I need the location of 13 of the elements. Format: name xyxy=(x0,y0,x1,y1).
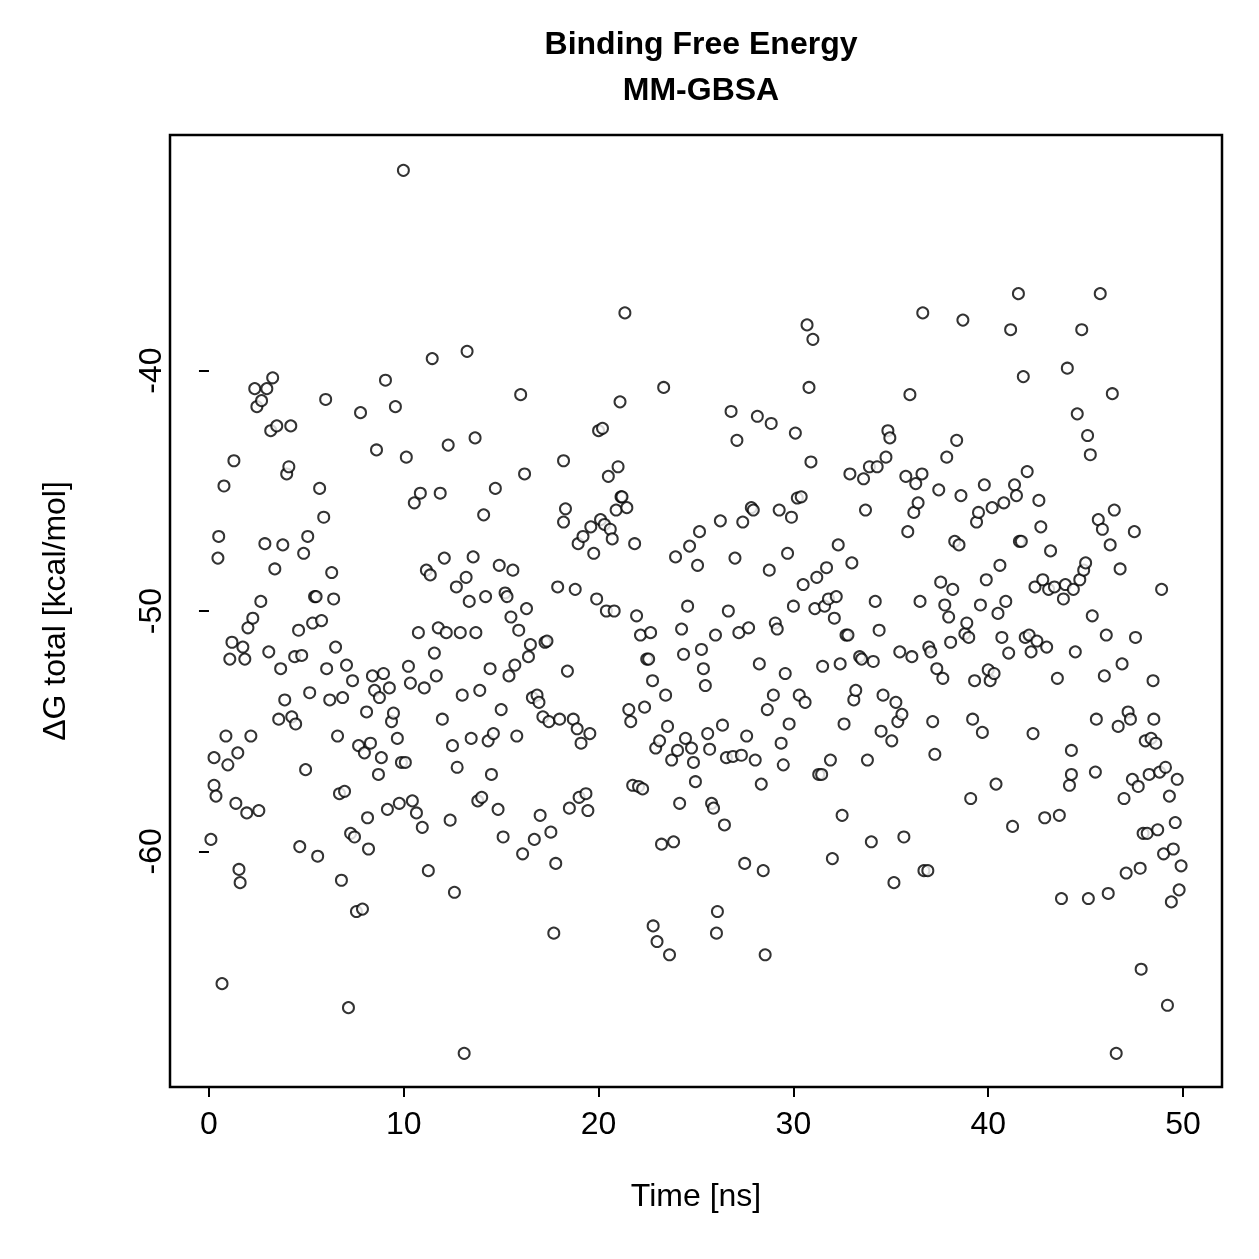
y-axis-title: ΔG total [kcal/mol] xyxy=(36,481,72,741)
y-tick-label: -50 xyxy=(132,587,168,635)
x-tick-label: 40 xyxy=(970,1105,1007,1141)
y-tick-label: -40 xyxy=(132,347,168,394)
y-tick-label: -60 xyxy=(132,828,168,875)
x-tick-label: 10 xyxy=(385,1105,422,1141)
chart-subtitle: MM-GBSA xyxy=(622,71,780,107)
x-tick-label: 50 xyxy=(1165,1105,1201,1141)
chart-title: Binding Free Energy xyxy=(544,25,858,61)
x-axis-title: Time [ns] xyxy=(630,1177,762,1213)
x-tick-label: 20 xyxy=(580,1105,617,1141)
x-tick-label: 0 xyxy=(200,1105,218,1141)
x-tick-label: 30 xyxy=(775,1105,812,1141)
